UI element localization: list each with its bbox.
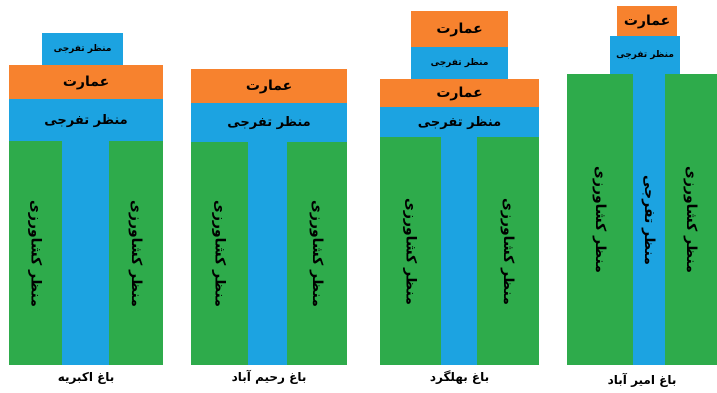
agriculture-left-label: منظر کشاورزی bbox=[211, 200, 228, 307]
building-block: عمارت bbox=[9, 65, 163, 99]
building-label: عمارت bbox=[436, 85, 483, 101]
garden-name: باغ رحیم آباد bbox=[231, 370, 307, 384]
recreation-center-label: منظر تفرجی bbox=[641, 174, 657, 265]
building-label: عمارت bbox=[62, 74, 110, 90]
recreation-band-label: منظر تفرجی bbox=[417, 114, 502, 130]
recreation-band-label: منظر تفرجی bbox=[44, 112, 128, 128]
garden-name: باغ بهلگرد bbox=[429, 370, 490, 384]
top-building-block: عمارت bbox=[411, 11, 508, 47]
recreation-center-strip bbox=[441, 137, 477, 365]
agriculture-right-label: منظر کشاورزی bbox=[500, 197, 516, 305]
top-recreation-block: منظر تفرجی bbox=[42, 33, 123, 65]
garden-name: باغ امیر آباد bbox=[607, 373, 677, 387]
agriculture-left-block: منظر کشاورزی bbox=[9, 141, 62, 365]
agriculture-right-block: منظر کشاورزی bbox=[287, 142, 347, 365]
agriculture-left-block: منظر کشاورزی bbox=[191, 142, 248, 365]
top-recreation-label: منظر تفرجی bbox=[53, 44, 112, 54]
building-label: عمارت bbox=[623, 13, 671, 29]
recreation-center-strip: منظر تفرجی bbox=[633, 74, 665, 365]
agriculture-right-label: منظر کشاورزی bbox=[683, 166, 699, 273]
top-recreation-label: منظر تفرجی bbox=[616, 50, 674, 60]
recreation-band: منظر تفرجی bbox=[380, 107, 539, 137]
recreation-band: منظر تفرجی bbox=[191, 103, 347, 142]
recreation-band-label: منظر تفرجی bbox=[227, 115, 311, 130]
agriculture-right-block: منظر کشاورزی bbox=[477, 137, 539, 365]
agriculture-left-label: منظر کشاورزی bbox=[27, 199, 44, 307]
building-block: عمارت bbox=[380, 79, 539, 107]
agriculture-left-label: منظر کشاورزی bbox=[402, 197, 419, 305]
recreation-band: منظر تفرجی bbox=[9, 99, 163, 141]
agriculture-left-block: منظر کشاورزی bbox=[567, 74, 633, 365]
agriculture-right-block: منظر کشاورزی bbox=[109, 141, 163, 365]
garden-name: باغ اکبریه bbox=[57, 370, 115, 384]
agriculture-right-label: منظر کشاورزی bbox=[309, 200, 325, 307]
agriculture-left-label: منظر کشاورزی bbox=[592, 166, 608, 273]
agriculture-right-block: منظر کشاورزی bbox=[665, 74, 717, 365]
recreation-center-strip bbox=[62, 141, 109, 365]
building-block: عمارت bbox=[617, 6, 677, 36]
agriculture-left-block: منظر کشاورزی bbox=[380, 137, 441, 365]
building-block: عمارت bbox=[191, 69, 347, 103]
top-recreation-label: منظر تفرجی bbox=[430, 58, 489, 68]
top-recreation-block: منظر تفرجی bbox=[411, 47, 508, 79]
recreation-center-strip bbox=[248, 142, 287, 365]
top-building-label: عمارت bbox=[436, 21, 483, 37]
top-recreation-block: منظر تفرجی bbox=[610, 36, 680, 74]
building-label: عمارت bbox=[245, 78, 293, 94]
agriculture-right-label: منظر کشاورزی bbox=[128, 199, 144, 307]
